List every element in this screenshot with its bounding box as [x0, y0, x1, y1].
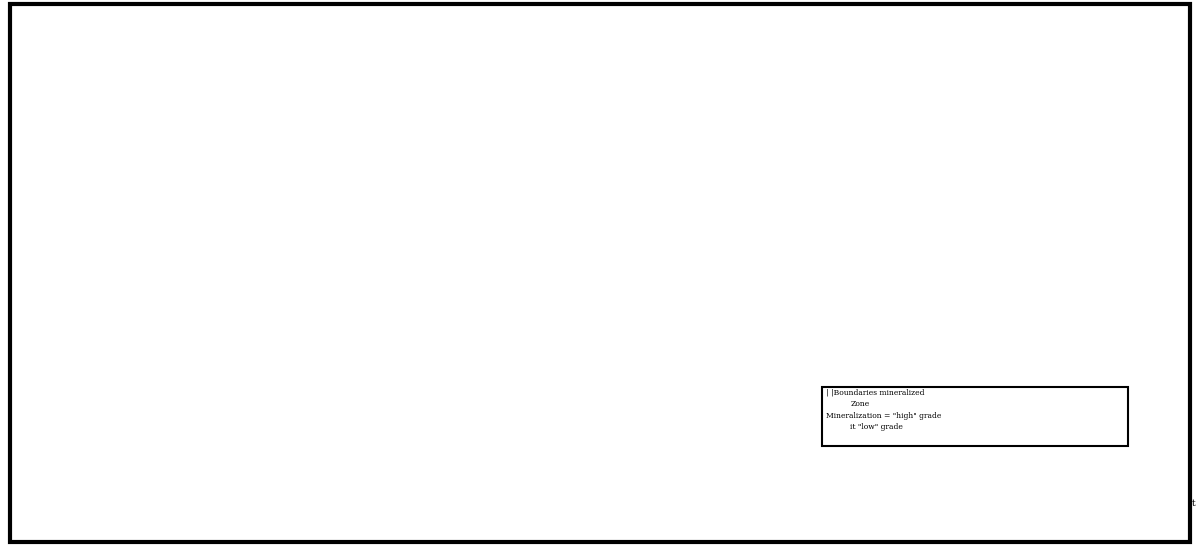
- Text: 300: 300: [367, 474, 379, 480]
- Text: 20000: 20000: [127, 225, 150, 233]
- Text: RESISTIVITY PROFILE: RESISTIVITY PROFILE: [490, 141, 668, 155]
- Text: 800: 800: [127, 423, 142, 431]
- Text: 500: 500: [438, 474, 450, 480]
- Text: 200: 200: [332, 474, 344, 480]
- Text: 20: 20: [547, 499, 560, 508]
- Text: 6000: 6000: [127, 145, 146, 153]
- Text: East: East: [1175, 499, 1196, 508]
- Text: 4000: 4000: [127, 196, 146, 204]
- Text: 780: 780: [127, 447, 142, 454]
- Text: 25: 25: [328, 499, 341, 508]
- Text: LIMESTONE PROFILE: LIMESTONE PROFILE: [386, 378, 560, 393]
- Text: 6: 6: [1166, 499, 1174, 508]
- Text: 14000: 14000: [127, 324, 150, 331]
- Text: 760: 760: [127, 470, 142, 478]
- Text: STATION   NUMBERS: STATION NUMBERS: [570, 502, 714, 515]
- Text: 820: 820: [127, 399, 142, 407]
- Text: OHM·CM.: OHM·CM.: [180, 260, 188, 296]
- Text: 15: 15: [767, 499, 781, 508]
- Text: | |Boundaries mineralized: | |Boundaries mineralized: [827, 389, 925, 397]
- Text: 0: 0: [266, 474, 270, 480]
- Text: 10: 10: [988, 499, 1001, 508]
- Text: 2.00: 2.00: [188, 126, 206, 134]
- Text: SURFACE PROFILE: SURFACE PROFILE: [397, 342, 548, 356]
- Text: Mineralization = "high" grade: Mineralization = "high" grade: [827, 412, 942, 420]
- Text: feet: feet: [349, 477, 362, 485]
- Text: 16000: 16000: [127, 291, 150, 299]
- Text: West: West: [88, 499, 112, 508]
- Text: (350'): (350'): [840, 277, 866, 286]
- Text: (100'): (100'): [1152, 169, 1178, 178]
- Text: FEET: FEET: [190, 415, 197, 438]
- Text: GRAVITY PROFILE: GRAVITY PROFILE: [505, 56, 652, 70]
- Text: 100: 100: [298, 474, 310, 480]
- Text: Zone: Zone: [851, 400, 870, 408]
- Text: it "low" grade: it "low" grade: [851, 423, 904, 431]
- Text: 840: 840: [127, 376, 142, 383]
- Text: OHM-CM.: OHM-CM.: [180, 157, 188, 193]
- Text: 18000: 18000: [127, 258, 150, 266]
- Text: 2.20: 2.20: [188, 61, 206, 69]
- Text: 400: 400: [403, 474, 415, 480]
- Text: MILLIGALS: MILLIGALS: [242, 76, 250, 118]
- Text: 30: 30: [107, 499, 121, 508]
- Text: RESISTIVITY PROFILE: RESISTIVITY PROFILE: [616, 241, 794, 255]
